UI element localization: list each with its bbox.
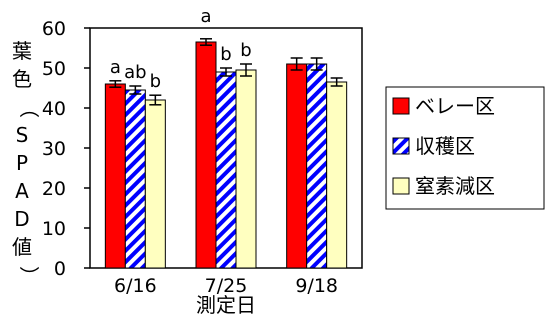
bar <box>235 69 257 269</box>
significance-label: b <box>220 44 231 65</box>
y-tick-label: 40 <box>42 98 66 120</box>
bar <box>215 71 237 269</box>
bar <box>306 63 328 269</box>
y-tick-label: 20 <box>42 178 66 200</box>
significance-label: a <box>200 6 211 27</box>
y-axis-ticks: 0 10 20 30 40 50 60 <box>42 18 90 280</box>
legend-swatch <box>392 137 410 155</box>
legend-swatch <box>392 97 410 115</box>
significance-label: a <box>110 57 121 78</box>
bars-group: a ab bab b <box>104 6 348 269</box>
y-axis-label-char: A <box>15 179 29 203</box>
y-axis-label-char: S <box>16 123 29 147</box>
legend-swatch <box>392 177 410 195</box>
bar <box>286 63 308 269</box>
bar <box>195 41 217 269</box>
legend-frame <box>385 86 545 210</box>
x-axis-label: 測定日 <box>196 293 256 317</box>
legend-label: ベレー区 <box>415 94 495 118</box>
significance-label: ab <box>124 62 146 83</box>
y-axis-label-char: 色 <box>12 67 32 91</box>
legend-label: 窒素減区 <box>415 174 495 198</box>
y-tick-label: 10 <box>42 218 66 240</box>
y-tick-label: 60 <box>42 18 66 40</box>
x-tick-label: 7/25 <box>205 275 248 297</box>
y-tick-label: 30 <box>42 138 66 160</box>
y-axis-label-char: ） <box>17 266 41 286</box>
y-tick-label: 0 <box>54 258 66 280</box>
bar <box>326 81 348 269</box>
y-axis-label-char: D <box>14 207 29 231</box>
x-tick-label: 9/18 <box>295 275 338 297</box>
significance-label: b <box>150 71 161 92</box>
x-axis-ticks: 6/16 7/25 9/18 <box>114 275 338 297</box>
x-tick-label: 6/16 <box>114 275 157 297</box>
significance-label: b <box>240 40 251 61</box>
y-axis-label-char: 葉 <box>12 39 32 63</box>
y-axis-label-char: （ <box>17 98 41 118</box>
bar <box>104 83 126 269</box>
y-axis-label-char: P <box>16 151 28 175</box>
bar <box>124 89 146 269</box>
y-axis-label-char: 値 <box>12 235 32 259</box>
legend-label: 収穫区 <box>415 134 475 158</box>
bar <box>144 99 166 269</box>
y-tick-label: 50 <box>42 58 66 80</box>
